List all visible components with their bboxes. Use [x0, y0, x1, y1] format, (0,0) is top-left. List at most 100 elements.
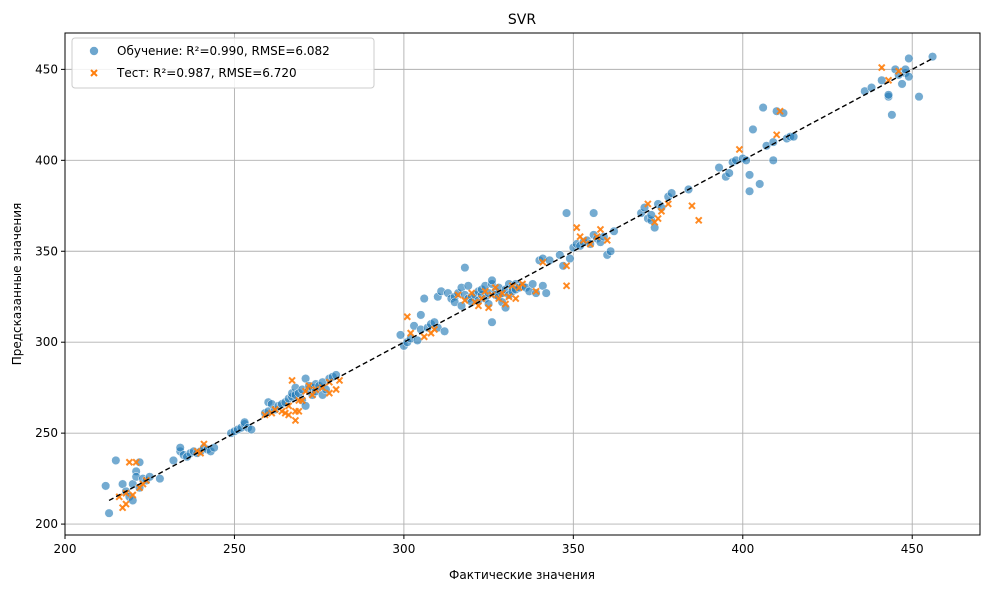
train-point	[914, 92, 924, 102]
train-point	[541, 288, 551, 298]
test-point	[603, 236, 611, 245]
test-point	[481, 287, 489, 295]
train-point	[440, 326, 450, 336]
train-point	[745, 186, 755, 196]
train-point	[741, 155, 751, 165]
test-point	[518, 280, 527, 288]
x-tick-label: 250	[223, 542, 246, 556]
test-point	[772, 131, 781, 139]
test-point	[505, 293, 513, 301]
train-point	[555, 250, 565, 260]
test-point	[467, 289, 476, 297]
test-point	[562, 282, 571, 290]
test-point	[430, 325, 439, 334]
train-point	[168, 455, 178, 465]
y-tick-label: 250	[35, 426, 58, 440]
y-tick-label: 450	[35, 62, 58, 76]
test-point	[200, 440, 208, 448]
test-point	[501, 300, 510, 308]
train-point	[155, 474, 165, 484]
test-point	[596, 225, 605, 234]
test-point	[288, 376, 296, 385]
train-point	[745, 170, 755, 180]
test-point	[478, 294, 486, 303]
test-point	[196, 449, 205, 457]
test-point	[484, 303, 493, 312]
train-point	[395, 330, 406, 340]
legend-marker-train	[89, 46, 99, 56]
test-point	[129, 491, 137, 499]
test-point	[644, 200, 652, 208]
legend-marker-test	[90, 69, 98, 77]
train-point	[487, 275, 497, 285]
test-point	[454, 291, 462, 299]
test-point	[403, 313, 411, 321]
y-tick-label: 400	[35, 153, 58, 167]
test-point	[776, 107, 784, 115]
test-point	[573, 223, 581, 232]
test-point	[318, 383, 327, 392]
x-tick-label: 300	[392, 542, 415, 556]
train-point	[111, 455, 121, 465]
test-point	[894, 67, 903, 75]
train-point	[528, 279, 538, 289]
train-point	[104, 508, 114, 518]
y-tick-label: 350	[35, 244, 58, 258]
train-point	[487, 317, 497, 327]
x-axis-label: Фактические значения	[449, 568, 595, 582]
train-point	[748, 124, 758, 134]
x-tick-label: 200	[54, 542, 77, 556]
test-point	[261, 411, 269, 419]
test-point	[532, 287, 540, 295]
train-point	[904, 53, 914, 64]
train-point	[589, 208, 599, 218]
test-point	[295, 407, 303, 416]
test-point	[884, 76, 893, 84]
train-point	[755, 179, 765, 189]
test-point	[271, 405, 279, 414]
test-point	[305, 382, 313, 390]
train-point	[456, 301, 467, 311]
train-point	[768, 137, 778, 147]
train-point	[412, 335, 422, 345]
train-point	[531, 288, 541, 298]
test-point	[688, 202, 696, 210]
legend-box	[71, 37, 375, 89]
test-point	[406, 329, 415, 337]
test-point	[512, 294, 520, 303]
train-point	[562, 208, 572, 218]
test-point	[122, 489, 130, 497]
train-point	[301, 401, 311, 411]
train-point	[887, 110, 897, 120]
test-point	[122, 500, 130, 508]
train-point	[897, 79, 907, 89]
legend-label-test: Тест: R²=0.987, RMSE=6.720	[116, 66, 297, 80]
test-point	[420, 333, 428, 341]
train-point	[758, 103, 768, 113]
test-point	[115, 493, 123, 501]
grid	[64, 33, 980, 535]
legend: Обучение: R²=0.990, RMSE=6.082 Тест: R²=…	[71, 37, 375, 89]
ideal-fit-line	[108, 57, 933, 502]
test-point	[586, 240, 594, 248]
test-point	[695, 216, 703, 225]
y-tick-label: 300	[35, 335, 58, 349]
test-point	[562, 262, 571, 270]
test-point	[284, 411, 293, 419]
y-axis-label: Предсказанные значения	[10, 203, 24, 366]
test-point	[495, 294, 503, 303]
train-point	[246, 424, 256, 435]
test-point	[878, 63, 886, 72]
y-tick-label: 200	[35, 517, 58, 531]
train-point	[883, 90, 894, 100]
reference-line	[108, 57, 933, 502]
train-point	[667, 188, 677, 198]
train-point	[460, 263, 470, 273]
test-point	[132, 458, 140, 466]
test-point	[491, 283, 500, 292]
test-point	[325, 389, 334, 397]
test-point	[508, 282, 517, 290]
test-point	[284, 402, 293, 410]
train-point	[101, 481, 111, 491]
